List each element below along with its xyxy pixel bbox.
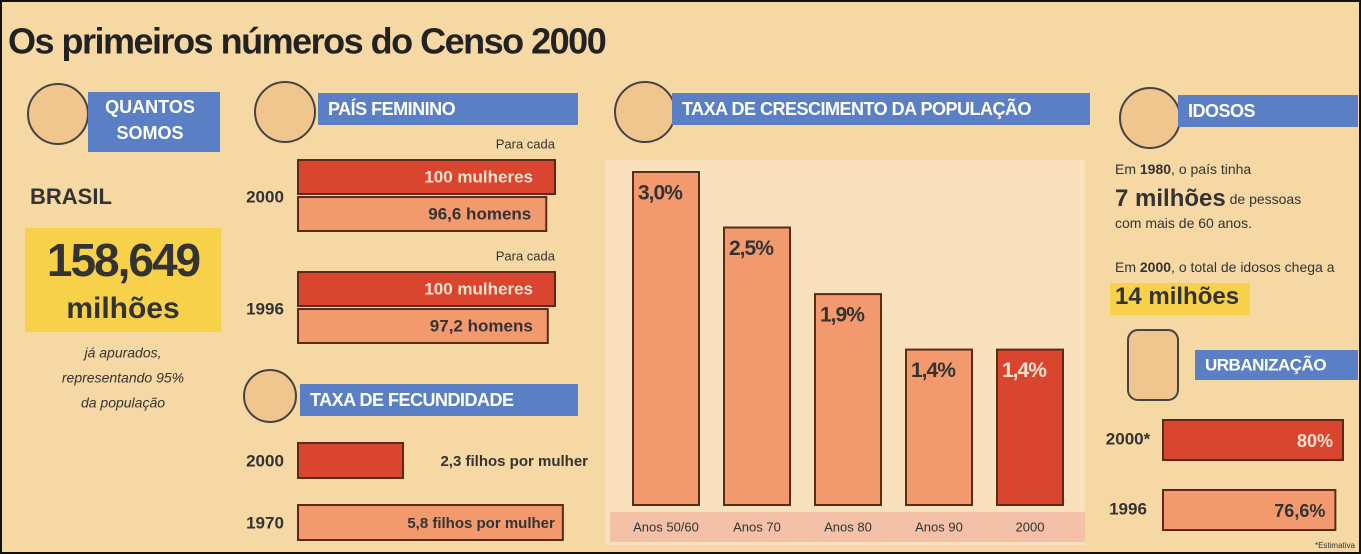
- value-label: 80%: [1297, 431, 1333, 451]
- page: {"title": "Os primeiros números do Censo…: [0, 0, 1361, 554]
- category-label: 1970: [246, 513, 284, 532]
- infographic: Os primeiros números do Censo 2000 QUANT…: [0, 0, 1361, 554]
- caption: Para cada: [496, 136, 556, 151]
- x-tick-label: Anos 50/60: [633, 519, 699, 534]
- value-label: 100 mulheres: [424, 167, 533, 186]
- x-tick-label: 2000: [1016, 519, 1045, 534]
- text-segment: de pessoas: [1226, 191, 1302, 207]
- value-label: 3,0%: [638, 182, 683, 205]
- note: da população: [81, 395, 165, 411]
- category-label: 2000: [246, 451, 284, 470]
- text-segment: 14 milhões: [1115, 283, 1239, 310]
- heading: TAXA DE CRESCIMENTO DA POPULAÇÃO: [682, 98, 1032, 119]
- x-tick-label: Anos 90: [915, 519, 963, 534]
- country: BRASIL: [30, 184, 112, 209]
- text-line: Em 1980, o país tinha: [1115, 161, 1251, 177]
- value-label: 5,8 filhos por mulher: [407, 515, 555, 532]
- heading: SOMOS: [116, 123, 183, 143]
- text-segment: com mais de 60 anos.: [1115, 215, 1252, 231]
- title: Os primeiros números do Censo 2000: [8, 21, 606, 62]
- unit: milhões: [66, 292, 179, 325]
- big-number: 158,649: [47, 234, 200, 286]
- x-tick-label: Anos 70: [733, 519, 781, 534]
- heading: QUANTOS: [105, 97, 195, 117]
- footnote: *Estimativa: [1315, 541, 1356, 550]
- value-label: 76,6%: [1274, 501, 1325, 521]
- heading: TAXA DE FECUNDIDADE: [310, 390, 514, 410]
- text-segment: 7 milhões: [1115, 185, 1226, 212]
- category-label: 2000*: [1106, 429, 1151, 448]
- heading: IDOSOS: [1188, 101, 1256, 121]
- icon: [615, 82, 675, 142]
- category-label: 2000: [246, 187, 284, 206]
- icon: [1128, 330, 1178, 400]
- heading: PAÍS FEMININO: [328, 98, 456, 119]
- value-label: 1,4%: [911, 359, 956, 382]
- bar: [633, 172, 699, 505]
- value-label: 1,4%: [1002, 359, 1047, 382]
- category-label: 1996: [1109, 499, 1147, 518]
- value-label: 96,6 homens: [428, 204, 531, 223]
- value-label: 97,2 homens: [430, 316, 533, 335]
- note: representando 95%: [62, 370, 184, 386]
- value-label: 2,3 filhos por mulher: [440, 453, 588, 470]
- text-line: com mais de 60 anos.: [1115, 215, 1252, 231]
- value-label: 100 mulheres: [424, 279, 533, 298]
- category-label: 1996: [246, 299, 284, 318]
- text-segment: 2000: [1140, 259, 1171, 275]
- text-line: Em 2000, o total de idosos chega a: [1115, 259, 1335, 275]
- text-segment: Em: [1115, 161, 1140, 177]
- text-segment: Em: [1115, 259, 1140, 275]
- caption: Para cada: [496, 248, 556, 263]
- text-line: 14 milhões: [1115, 283, 1239, 310]
- text-segment: , o total de idosos chega a: [1171, 259, 1335, 275]
- value-label: 2,5%: [729, 237, 774, 260]
- bar: [298, 443, 403, 478]
- bar: [724, 228, 790, 506]
- x-tick-label: Anos 80: [824, 519, 872, 534]
- text-segment: , o país tinha: [1171, 161, 1251, 177]
- icon: [28, 84, 88, 144]
- icon: [1120, 88, 1180, 148]
- heading: URBANIZAÇÃO: [1205, 354, 1326, 374]
- icon: [255, 82, 315, 142]
- icon: [244, 370, 296, 422]
- note: já apurados,: [82, 345, 161, 361]
- text-segment: 1980: [1140, 161, 1171, 177]
- value-label: 1,9%: [820, 304, 865, 327]
